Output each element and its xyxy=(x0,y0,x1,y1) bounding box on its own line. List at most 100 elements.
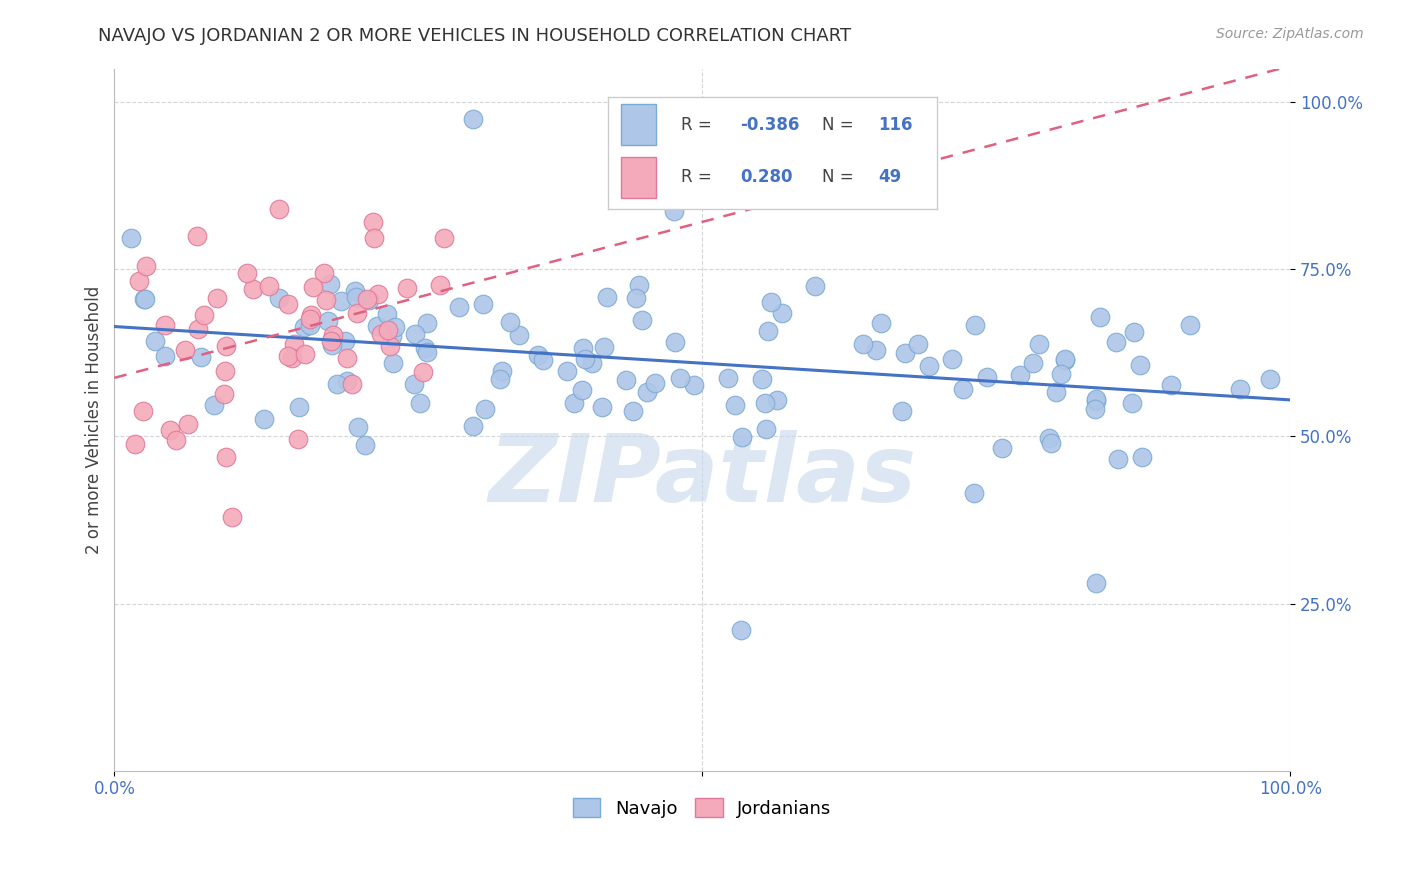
Point xyxy=(1085,576,1108,591)
Point xyxy=(299,308,322,322)
Point xyxy=(207,291,229,305)
Point xyxy=(343,284,366,298)
Y-axis label: 2 or more Vehicles in Household: 2 or more Vehicles in Household xyxy=(86,285,103,554)
Point xyxy=(1045,384,1067,399)
Point xyxy=(1105,335,1128,350)
Point xyxy=(963,486,986,500)
Point xyxy=(865,183,887,197)
Point xyxy=(631,313,654,327)
Point xyxy=(489,372,512,386)
Point xyxy=(624,291,647,305)
Point xyxy=(941,351,963,366)
Point xyxy=(402,377,425,392)
Point xyxy=(377,323,399,337)
Point xyxy=(770,306,793,320)
Point xyxy=(312,267,335,281)
Point xyxy=(361,215,384,229)
Point xyxy=(329,293,352,308)
Point xyxy=(474,401,496,416)
Point xyxy=(214,364,236,378)
Point xyxy=(644,376,666,391)
Point xyxy=(499,315,522,329)
Point xyxy=(491,363,513,377)
Point xyxy=(367,286,389,301)
Point xyxy=(1229,382,1251,396)
Point xyxy=(381,356,404,370)
Point xyxy=(187,322,209,336)
Point xyxy=(214,387,236,401)
Point xyxy=(378,339,401,353)
Point xyxy=(1038,431,1060,445)
Point xyxy=(128,274,150,288)
Point xyxy=(765,393,787,408)
Point xyxy=(1132,450,1154,464)
Point xyxy=(1178,318,1201,333)
Point xyxy=(366,319,388,334)
Point xyxy=(416,316,439,330)
Point xyxy=(963,318,986,333)
Point xyxy=(731,430,754,444)
Point xyxy=(412,366,434,380)
Point xyxy=(134,292,156,306)
Point xyxy=(907,337,929,351)
Point xyxy=(259,279,281,293)
Point xyxy=(298,318,321,332)
Point xyxy=(472,297,495,311)
Point xyxy=(571,383,593,397)
Point xyxy=(976,369,998,384)
Point xyxy=(315,293,337,308)
Point xyxy=(335,374,357,388)
Point xyxy=(918,359,941,374)
Point xyxy=(614,373,637,387)
Point xyxy=(370,327,392,342)
Point xyxy=(316,314,339,328)
Point xyxy=(177,417,200,432)
Point xyxy=(190,351,212,365)
Point xyxy=(356,292,378,306)
Point xyxy=(869,316,891,330)
Text: ZIPatlas: ZIPatlas xyxy=(488,430,917,522)
Point xyxy=(124,437,146,451)
Point xyxy=(363,231,385,245)
Point xyxy=(1040,436,1063,450)
Point xyxy=(865,343,887,358)
Point xyxy=(302,280,325,294)
Point xyxy=(669,371,692,385)
Point xyxy=(415,341,437,355)
Point xyxy=(120,231,142,245)
Point xyxy=(461,418,484,433)
Point xyxy=(717,371,740,385)
Point xyxy=(321,337,343,351)
Point xyxy=(409,396,432,410)
Point xyxy=(336,351,359,366)
Point xyxy=(165,433,187,447)
Point xyxy=(277,297,299,311)
Point xyxy=(319,334,342,348)
Point xyxy=(1121,396,1143,410)
Point xyxy=(756,324,779,338)
Point xyxy=(596,289,619,303)
Point xyxy=(1122,326,1144,340)
Point xyxy=(592,340,614,354)
Point xyxy=(344,290,367,304)
Point xyxy=(347,420,370,434)
Point xyxy=(754,395,776,409)
Point xyxy=(562,396,585,410)
Point xyxy=(1258,372,1281,386)
Point xyxy=(215,450,238,465)
Point xyxy=(292,320,315,334)
Point xyxy=(281,351,304,366)
Point xyxy=(581,356,603,370)
Point xyxy=(1107,451,1129,466)
Point xyxy=(627,278,650,293)
Point xyxy=(283,337,305,351)
Point xyxy=(132,404,155,418)
Point xyxy=(186,228,208,243)
Point xyxy=(346,306,368,320)
Point xyxy=(429,277,451,292)
Point xyxy=(1085,392,1108,406)
Point xyxy=(288,400,311,414)
Point xyxy=(461,112,484,126)
Point xyxy=(143,334,166,349)
Point xyxy=(751,372,773,386)
